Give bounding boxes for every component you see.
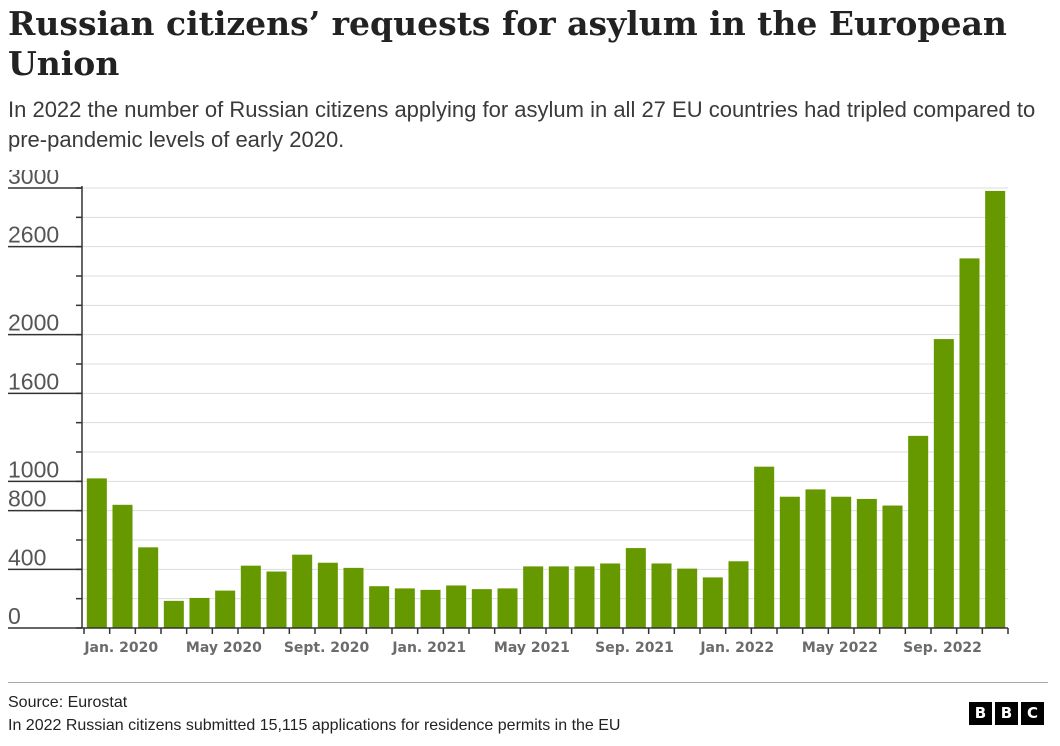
- bar-oct-2020: [317, 562, 338, 628]
- x-tick-label: Jan. 2022: [699, 640, 774, 656]
- bar-mar-2020: [138, 547, 159, 628]
- bar-sept-2020: [292, 554, 313, 628]
- bar-sep-2021: [600, 563, 621, 628]
- bar-may-2021: [497, 588, 518, 628]
- x-axis: Jan. 2020 May 2020 Sept. 2020 Jan. 2021 May …: [82, 627, 1009, 656]
- bar-dec-2021: [677, 568, 698, 628]
- x-tick-label: May 2021: [494, 640, 570, 656]
- bar-jun-2021: [523, 566, 544, 628]
- y-tick-label-3000: 3000: [8, 170, 59, 189]
- x-tick-label: May 2020: [186, 640, 262, 656]
- x-tick-label: Jan. 2020: [83, 640, 158, 656]
- bar-jun-2022: [831, 496, 852, 628]
- x-tick-label: Jan. 2021: [391, 640, 466, 656]
- bar-jul-2020: [240, 565, 261, 628]
- bar-apr-2020: [163, 600, 184, 628]
- bar-feb-2020: [112, 504, 133, 628]
- y-tick-label-1600: 1600: [8, 368, 59, 394]
- bar-dec-2022: [985, 190, 1006, 628]
- bbc-logo-block: B: [995, 702, 1018, 725]
- bar-jan-2020: [86, 478, 107, 628]
- bar-aug-2021: [574, 566, 595, 628]
- y-tick-label-400: 400: [8, 544, 46, 570]
- x-tick-label: Sep. 2021: [595, 640, 674, 656]
- bar-jun-2020: [215, 590, 236, 628]
- bar-jul-2022: [856, 498, 877, 628]
- bar-sep-2022: [908, 435, 929, 628]
- y-tick-label-0: 0: [8, 603, 21, 629]
- bars: [86, 190, 1006, 628]
- bar-chart: 0 400 800 1000 1600 2000 2600 3000 Jan. 2020 May…: [8, 170, 1009, 656]
- chart-subtitle: In 2022 the number of Russian citizens a…: [8, 97, 1036, 152]
- y-tick-label-2000: 2000: [8, 310, 59, 336]
- bbc-logo-block: C: [1021, 702, 1044, 725]
- x-tick-label: May 2022: [802, 640, 878, 656]
- bar-dec-2020: [369, 586, 390, 628]
- bar-nov-2022: [959, 258, 980, 628]
- bar-nov-2021: [651, 563, 672, 628]
- bar-aug-2022: [882, 505, 903, 628]
- chart-title: Russian citizens’ requests for asylum in…: [8, 4, 1007, 83]
- x-tick-label: Sep. 2022: [903, 640, 982, 656]
- bbc-logo: B B C: [969, 702, 1044, 725]
- bar-apr-2021: [471, 589, 492, 628]
- source-text: Source: Eurostat: [8, 694, 128, 711]
- gridlines: [82, 187, 1008, 600]
- bar-jul-2021: [548, 566, 569, 628]
- bar-oct-2021: [625, 548, 646, 628]
- bar-mar-2022: [754, 466, 775, 628]
- y-tick-label-1000: 1000: [8, 456, 59, 482]
- bar-oct-2022: [933, 339, 954, 628]
- bar-may-2020: [189, 597, 210, 628]
- bar-jan-2022: [702, 577, 723, 628]
- y-tick-label-2600: 2600: [8, 222, 59, 248]
- bar-aug-2020: [266, 571, 287, 628]
- bar-mar-2021: [446, 585, 467, 628]
- bar-may-2022: [805, 489, 826, 628]
- y-axis: 0 400 800 1000 1600 2000 2600 3000: [8, 170, 83, 629]
- bar-feb-2021: [420, 589, 441, 628]
- bar-nov-2020: [343, 567, 364, 628]
- y-tick-label-800: 800: [8, 486, 46, 512]
- footnote-text: In 2022 Russian citizens submitted 15,11…: [8, 717, 621, 734]
- bar-jan-2021: [394, 588, 415, 628]
- footer-divider: [8, 682, 1048, 683]
- bbc-logo-block: B: [969, 702, 992, 725]
- bar-apr-2022: [779, 496, 800, 628]
- bar-feb-2022: [728, 561, 749, 628]
- x-tick-label: Sept. 2020: [284, 640, 370, 656]
